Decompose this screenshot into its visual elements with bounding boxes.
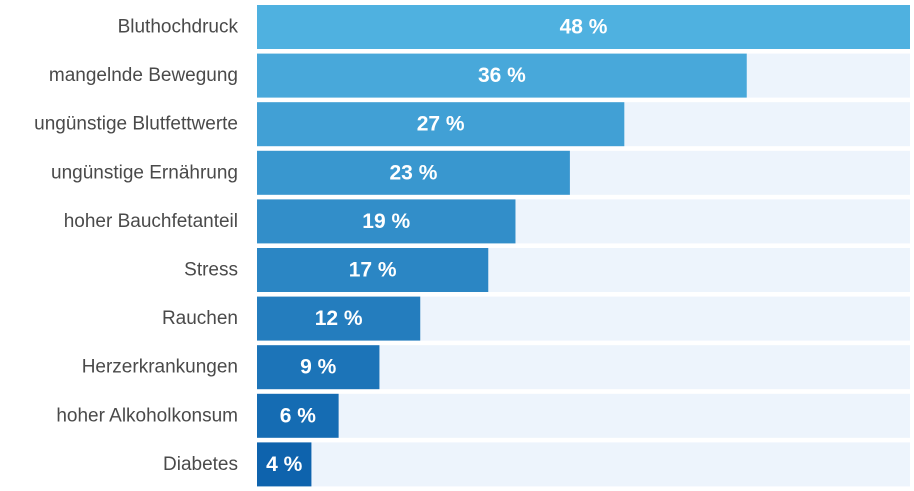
category-label: Herzerkrankungen <box>82 357 238 378</box>
value-label: 36 % <box>478 64 526 87</box>
category-label: mangelnde Bewegung <box>49 65 238 86</box>
bar <box>257 53 747 98</box>
bar <box>257 150 570 195</box>
bar <box>257 102 625 147</box>
bar <box>257 442 312 487</box>
bar <box>257 296 421 341</box>
bar <box>257 5 910 49</box>
value-label: 4 % <box>266 453 303 476</box>
value-label: 6 % <box>280 404 317 427</box>
value-label: 23 % <box>390 161 438 184</box>
value-label: 19 % <box>362 210 410 233</box>
value-label: 9 % <box>300 356 337 379</box>
category-label: Rauchen <box>162 308 238 329</box>
bar <box>257 248 489 292</box>
category-label: ungünstige Ernährung <box>51 162 238 183</box>
value-label: 27 % <box>417 113 465 136</box>
value-label: 48 % <box>560 16 608 39</box>
bar <box>257 393 339 438</box>
value-label: 17 % <box>349 259 397 282</box>
category-label: hoher Bauchfetanteil <box>64 211 238 232</box>
category-label: Diabetes <box>163 454 238 475</box>
bar-track <box>257 442 910 487</box>
category-label: ungünstige Blutfettwerte <box>34 114 238 135</box>
category-label: Stress <box>184 260 238 281</box>
bar <box>257 345 380 390</box>
bar <box>257 199 516 244</box>
bar-track <box>257 393 910 438</box>
category-label: hoher Alkoholkonsum <box>56 405 238 426</box>
value-label: 12 % <box>315 307 363 330</box>
category-label: Bluthochdruck <box>118 17 239 38</box>
